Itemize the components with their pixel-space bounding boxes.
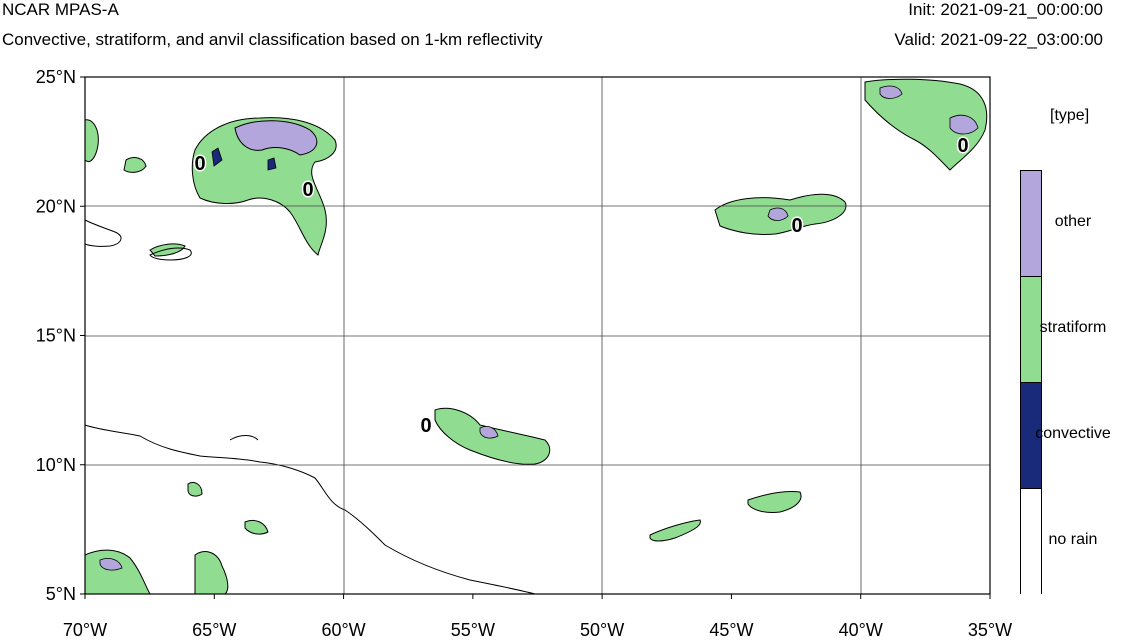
legend-colorbar bbox=[1020, 170, 1042, 595]
lat-tick-label: 20°N bbox=[36, 196, 76, 216]
lat-tick-label: 25°N bbox=[36, 67, 76, 87]
lon-tick-label: 70°W bbox=[63, 620, 107, 640]
cluster-south-west bbox=[84, 549, 151, 595]
legend-swatch bbox=[1021, 171, 1041, 277]
lat-tick-label: 5°N bbox=[46, 584, 76, 604]
cluster-northwest bbox=[123, 157, 147, 173]
legend-label: no rain bbox=[1048, 531, 1098, 548]
contour-label: 0 bbox=[957, 135, 968, 157]
legend-swatch bbox=[1021, 277, 1041, 383]
lon-tick-label: 40°W bbox=[839, 620, 883, 640]
legend-label: stratiform bbox=[1039, 319, 1107, 336]
coastlines bbox=[84, 219, 536, 595]
legend-label: other bbox=[1054, 213, 1092, 230]
lon-tick-label: 45°W bbox=[709, 620, 753, 640]
legend-label: convective bbox=[1035, 425, 1111, 442]
contour-label: 0 bbox=[302, 179, 313, 201]
lon-tick-label: 65°W bbox=[192, 620, 236, 640]
map-title: NCAR MPAS-A bbox=[2, 0, 119, 19]
cluster-northeast bbox=[864, 78, 988, 171]
coastline-puerto-rico bbox=[84, 219, 122, 247]
cluster-north-central-conv bbox=[211, 147, 223, 167]
lon-tick-label: 50°W bbox=[580, 620, 624, 640]
precip-clusters bbox=[84, 78, 988, 595]
coastline-island-chain bbox=[149, 247, 192, 261]
graticule bbox=[85, 77, 990, 594]
coastline-south-america bbox=[84, 424, 536, 595]
cluster-south-small2 bbox=[244, 519, 269, 535]
lon-tick-label: 35°W bbox=[968, 620, 1012, 640]
cluster-south-center bbox=[194, 551, 229, 595]
lon-tick-label: 60°W bbox=[321, 620, 365, 640]
lon-tick-label: 55°W bbox=[451, 620, 495, 640]
init-time: Init: 2021-09-21_00:00:00 bbox=[908, 0, 1103, 19]
valid-time: Valid: 2021-09-22_03:00:00 bbox=[894, 30, 1103, 49]
legend-title: [type] bbox=[1050, 107, 1090, 124]
cluster-south-west-other bbox=[99, 558, 123, 571]
lat-tick-label: 15°N bbox=[36, 326, 76, 346]
contour-label: 0 bbox=[420, 415, 431, 437]
legend-swatch bbox=[1021, 489, 1041, 595]
cluster-east-central-other bbox=[767, 207, 789, 221]
cluster-west-coast bbox=[84, 119, 99, 163]
cluster-itcz-southwest bbox=[649, 519, 701, 542]
coastline-north-africa-small bbox=[229, 435, 259, 441]
cluster-itcz-other bbox=[479, 426, 499, 439]
cluster-hispaniola bbox=[149, 243, 186, 257]
cluster-itcz-southeast bbox=[747, 491, 802, 513]
legend-swatch bbox=[1021, 383, 1041, 489]
cluster-northeast-other2 bbox=[879, 85, 903, 99]
cluster-northeast-other bbox=[949, 114, 979, 135]
cluster-south-small1 bbox=[187, 481, 203, 497]
contour-label: 0 bbox=[791, 215, 802, 237]
cluster-north-central-conv2 bbox=[267, 157, 277, 171]
contour-label: 0 bbox=[194, 153, 205, 175]
lat-tick-label: 10°N bbox=[36, 455, 76, 475]
map-subtitle: Convective, stratiform, and anvil classi… bbox=[2, 30, 543, 49]
cluster-north-central-other bbox=[234, 120, 318, 156]
